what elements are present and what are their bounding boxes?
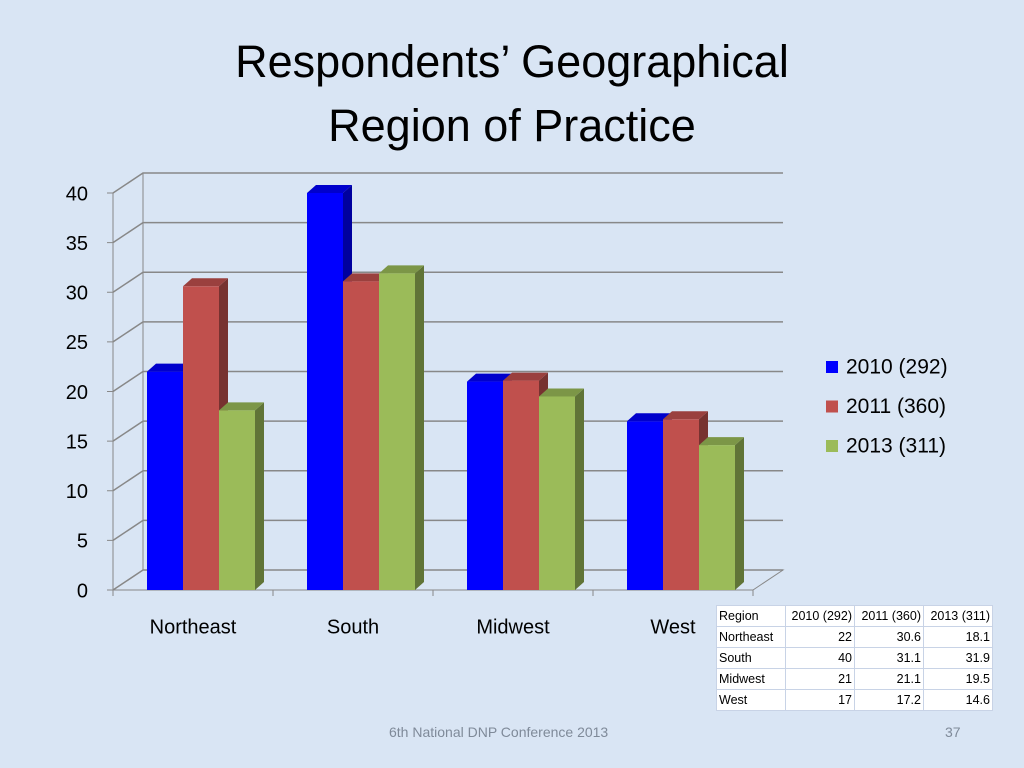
chart-title: Respondents’ Geographical Region of Prac… — [235, 36, 789, 151]
grid-line — [112, 370, 783, 393]
grid-line — [112, 172, 783, 194]
y-tick-label: 0 — [77, 580, 88, 602]
table-row: South 40 31.1 31.9 — [716, 647, 993, 669]
table-cell: 21.1 — [854, 668, 924, 690]
bar-top — [379, 265, 424, 274]
y-tick-label: 15 — [66, 431, 88, 453]
legend-swatch — [826, 400, 838, 413]
y-tick-label: 40 — [66, 183, 88, 205]
bar-front — [467, 381, 503, 590]
bar-top — [467, 373, 512, 382]
table-row: West 17 17.2 14.6 — [716, 689, 993, 711]
bar-front — [343, 281, 379, 590]
y-tick-label: 35 — [66, 233, 88, 255]
table-cell: 31.1 — [854, 647, 924, 669]
bar-front — [663, 419, 699, 590]
table-cell: West — [716, 689, 786, 711]
data-table: Region 2010 (292) 2011 (360) 2013 (311) Nort… — [716, 605, 993, 711]
legend-swatch — [826, 361, 838, 373]
table-row: Region 2010 (292) 2011 (360) 2013 (311) — [716, 605, 993, 627]
y-tick-label: 25 — [66, 332, 88, 354]
grid-line — [112, 221, 783, 244]
table-row: Northeast 22 30.6 18.1 — [716, 626, 993, 648]
legend-label: 2010 (292) — [846, 356, 948, 379]
grid-line — [112, 321, 783, 343]
table-cell: Midwest — [716, 668, 786, 690]
table-header: Region — [716, 605, 786, 627]
bar-top — [307, 185, 352, 193]
bar-top — [539, 388, 584, 397]
y-tick-label: 5 — [77, 531, 88, 553]
legend-label: 2011 (360) — [846, 395, 946, 418]
footer: 6th National DNP Conference 2013 — [389, 724, 609, 740]
bar-top — [219, 402, 264, 411]
table-cell: 30.6 — [854, 626, 924, 648]
bar-side — [255, 402, 264, 590]
table-cell: 21 — [785, 668, 855, 690]
bar-front — [379, 273, 415, 590]
y-tick-label: 10 — [66, 481, 88, 503]
table-row: Midwest 21 21.1 19.5 — [716, 668, 993, 690]
table-header: 2010 (292) — [785, 605, 855, 627]
bar-side — [575, 388, 584, 590]
table-cell: 19.5 — [923, 668, 993, 690]
bar-front — [219, 410, 255, 590]
table-header: 2011 (360) — [854, 605, 924, 627]
x-tick-label: South — [327, 616, 379, 638]
legend-label: 2013 (311) — [846, 435, 946, 458]
table-cell: 22 — [785, 626, 855, 648]
table-cell: 17 — [785, 689, 855, 711]
table-cell: South — [716, 647, 786, 669]
bar-front — [183, 286, 219, 590]
bar — [699, 437, 744, 590]
bar — [219, 402, 264, 590]
grid-line — [112, 271, 783, 293]
bar-top — [183, 278, 228, 287]
bar-top — [147, 363, 192, 372]
bar — [539, 388, 584, 590]
bar-front — [147, 371, 183, 590]
bar-top — [343, 273, 388, 282]
bar-front — [699, 445, 735, 590]
bar-front — [307, 193, 343, 590]
table-cell: 31.9 — [923, 647, 993, 669]
table-cell: 17.2 — [854, 689, 924, 711]
bar-top — [503, 372, 548, 381]
legend-swatch — [826, 440, 838, 452]
bar-front — [627, 421, 663, 590]
x-tick-label: West — [650, 616, 696, 638]
table-cell: Northeast — [716, 626, 786, 648]
table-cell: 40 — [785, 647, 855, 669]
bar-top — [627, 413, 672, 422]
table-cell: 18.1 — [923, 626, 993, 648]
bar-side — [735, 437, 744, 590]
x-tick-label: Midwest — [476, 616, 550, 638]
y-tick-label: 20 — [66, 382, 88, 404]
x-tick-label: Northeast — [150, 616, 237, 638]
y-tick-label: 30 — [66, 283, 88, 305]
bar-front — [503, 380, 539, 590]
bar-side — [415, 265, 424, 590]
bar — [379, 265, 424, 590]
bar-top — [699, 437, 744, 446]
table-cell: 14.6 — [923, 689, 993, 711]
bar-top — [663, 411, 708, 420]
bar-front — [539, 396, 575, 590]
table-header: 2013 (311) — [923, 605, 993, 627]
page-number: 37 — [945, 724, 961, 740]
